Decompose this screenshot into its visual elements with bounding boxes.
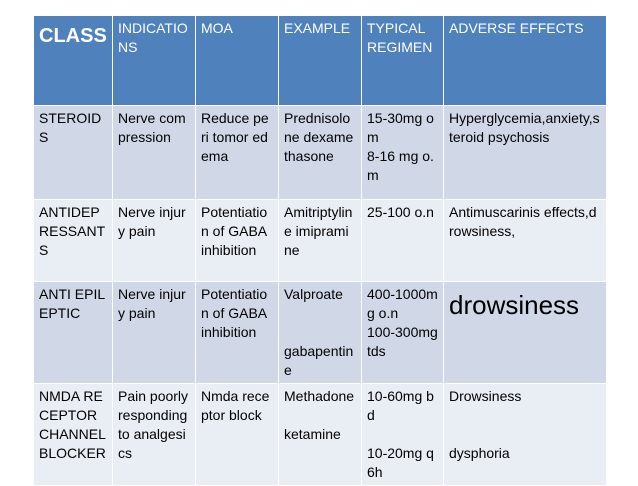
example-line: ketamine — [284, 426, 341, 442]
regimen-line: 25-100 o.n — [367, 204, 434, 220]
header-adverse-effects: ADVERSE EFFECTS — [443, 15, 607, 106]
cell-class: ANTIDEPRESSANTS — [33, 199, 113, 282]
table-row: NMDA RECEPTOR CHANNEL BLOCKER Pain poorl… — [33, 383, 607, 486]
header-moa: MOA — [195, 15, 279, 106]
cell-regimen: 25-100 o.n — [361, 199, 444, 282]
header-regimen: TYPICAL REGIMEN — [361, 15, 444, 106]
cell-example: Methadone ketamine — [278, 383, 362, 486]
regimen-line: 8-16 mg o.m — [367, 148, 434, 183]
cell-example: Amitriptyline imipramine — [278, 199, 362, 282]
cell-indications: Pain poorly responding to analgesics — [112, 383, 196, 486]
cell-example: Valproate gabapentine — [278, 281, 362, 384]
adverse-line: dysphoria — [449, 445, 510, 461]
table-row: STEROIDS Nerve compression Reduce peri t… — [33, 105, 607, 200]
cell-regimen: 400-1000mg o.n 100-300mg tds — [361, 281, 444, 384]
cell-adverse-effects: Hyperglycemia,anxiety,steroid psychosis — [443, 105, 607, 200]
cell-moa: Reduce peri tomor edema — [195, 105, 279, 200]
cell-regimen: 10-60mg bd 10-20mg q6h — [361, 383, 444, 486]
cell-adverse-effects: Antimuscarinis effects,drowsiness, — [443, 199, 607, 282]
header-row: CLASS INDICATIONS MOA EXAMPLE TYPICAL RE… — [33, 15, 607, 106]
regimen-line: 100-300mg tds — [367, 324, 438, 359]
table-row: ANTIDEPRESSANTS Nerve injury pain Potent… — [33, 199, 607, 282]
cell-regimen: 15-30mg om 8-16 mg o.m — [361, 105, 444, 200]
header-class: CLASS — [33, 15, 113, 106]
cell-class: NMDA RECEPTOR CHANNEL BLOCKER — [33, 383, 113, 486]
cell-class: STEROIDS — [33, 105, 113, 200]
drug-class-table: CLASS INDICATIONS MOA EXAMPLE TYPICAL RE… — [33, 15, 607, 486]
cell-moa: Potentiation of GABA inhibition — [195, 199, 279, 282]
cell-moa: Nmda receptor block — [195, 383, 279, 486]
table-row: ANTI EPILEPTIC Nerve injury pain Potenti… — [33, 281, 607, 384]
cell-adverse-effects: Drowsiness dysphoria — [443, 383, 607, 486]
header-indications: INDICATIONS — [112, 15, 196, 106]
header-example: EXAMPLE — [278, 15, 362, 106]
adverse-line: Drowsiness — [449, 388, 522, 404]
cell-class: ANTI EPILEPTIC — [33, 281, 113, 384]
cell-example: Prednisolone dexamethasone — [278, 105, 362, 200]
cell-indications: Nerve injury pain — [112, 281, 196, 384]
cell-indications: Nerve injury pain — [112, 199, 196, 282]
regimen-line: 10-60mg bd — [367, 388, 434, 423]
example-line: Methadone — [284, 388, 355, 404]
example-line: Valproate — [284, 286, 343, 302]
regimen-line: 15-30mg om — [367, 110, 434, 145]
example-line: gabapentine — [284, 343, 354, 378]
cell-moa: Potentiation of GABA inhibition — [195, 281, 279, 384]
cell-indications: Nerve compression — [112, 105, 196, 200]
regimen-line: 10-20mg q6h — [367, 445, 434, 480]
cell-adverse-effects: drowsiness — [443, 281, 607, 384]
regimen-line: 400-1000mg o.n — [367, 286, 438, 321]
